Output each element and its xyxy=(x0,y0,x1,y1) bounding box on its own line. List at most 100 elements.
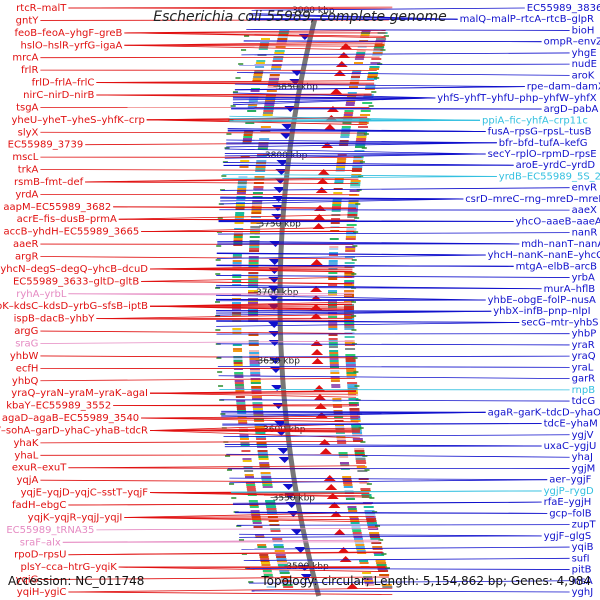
gene-label: sufI xyxy=(572,553,590,564)
gene-label: secG–mtr–yhbS xyxy=(521,317,598,328)
gene-label: aaeX xyxy=(572,205,597,216)
leader-lines xyxy=(124,30,386,39)
gene-label: trkA xyxy=(18,165,39,176)
gene-label: mscL xyxy=(12,152,38,163)
leader-lines xyxy=(248,13,458,21)
gene-label: yraR xyxy=(572,340,595,351)
leader-lines xyxy=(231,490,542,493)
gene-label: aroK xyxy=(572,70,595,81)
leader-lines xyxy=(68,6,393,10)
gene-label: bfr–bfd–tufA–kefG xyxy=(499,138,588,149)
gene-label: ygjP–rygD xyxy=(544,486,594,497)
gene-label: yhbW xyxy=(10,351,39,362)
gene-label: argG xyxy=(14,326,38,337)
leader-lines xyxy=(216,275,570,278)
leader-lines xyxy=(229,477,548,484)
leader-lines xyxy=(68,587,393,595)
leader-lines xyxy=(40,377,356,382)
leader-lines xyxy=(251,590,570,593)
leader-lines xyxy=(96,527,377,531)
gene-label: tdcE–yhaM xyxy=(544,419,598,430)
gene-label: slyX xyxy=(18,127,39,138)
leader-lines xyxy=(40,576,389,580)
gene-label: EC55989_3836 xyxy=(527,3,600,14)
gene-label: plsY–cca–htrG–yqiK xyxy=(21,562,118,573)
gene-label: yhaJ xyxy=(572,452,593,463)
gene-label: hslO–hslR–yrfG–igaA xyxy=(21,40,123,51)
leader-lines xyxy=(226,139,497,148)
leader-lines xyxy=(222,423,542,426)
leader-lines xyxy=(229,115,481,123)
gene-label: murA–hflB xyxy=(544,284,596,295)
leader-lines xyxy=(246,29,570,31)
gene-label: ryhA–yrbL xyxy=(16,289,67,300)
gene-label: rfaE–ygjH xyxy=(544,497,592,508)
gene-label: rnpB xyxy=(572,385,596,396)
kbp-tick-label: 3850 kbp xyxy=(275,83,318,93)
gene-label: EC55989_3633–gltD–gltB xyxy=(13,276,139,287)
gene-label: kbaY–EC55989_3552 xyxy=(6,401,111,412)
leader-lines xyxy=(216,309,492,316)
leader-lines xyxy=(215,294,486,302)
leader-lines xyxy=(221,410,486,418)
leader-lines xyxy=(68,293,353,297)
gene-label: yghJ xyxy=(572,587,594,598)
leader-lines xyxy=(243,557,570,561)
gene-label: yraQ xyxy=(572,351,596,362)
leader-lines xyxy=(234,83,525,91)
leader-lines xyxy=(40,440,362,444)
leader-lines xyxy=(246,567,570,570)
gene-label: aaeR xyxy=(13,239,38,250)
gene-label: yhcN–degS–degQ–yhcB–dcuD xyxy=(0,264,148,275)
leader-lines xyxy=(216,252,486,259)
gene-label: yrbA xyxy=(572,273,595,284)
leader-lines xyxy=(251,7,525,11)
leader-lines xyxy=(216,284,542,290)
gene-label: yraQ–yraN–yraM–yraK–agaI xyxy=(11,388,148,399)
leader-lines xyxy=(96,80,375,86)
leader-lines xyxy=(234,511,548,514)
leader-lines xyxy=(141,415,359,423)
leader-lines xyxy=(231,107,542,110)
gene-label: yraL xyxy=(572,362,594,373)
gene-label: yhbQ xyxy=(12,376,39,387)
gene-label: yqjA xyxy=(17,475,39,486)
gene-label: yrdA xyxy=(15,189,38,200)
kbp-tick-label: 3750 kbp xyxy=(258,220,301,230)
gene-label: yhgE xyxy=(572,48,597,59)
gene-label: tdcG xyxy=(572,396,596,407)
leader-lines xyxy=(40,355,354,359)
leader-lines xyxy=(248,580,570,584)
gene-label: yhaK xyxy=(13,438,38,449)
gene-label: accB–yhdH–EC55989_3665 xyxy=(4,227,140,238)
gene-label: ygjV xyxy=(572,430,594,441)
leader-lines xyxy=(217,355,570,358)
gene-label: gntY xyxy=(16,15,40,26)
leader-lines xyxy=(113,404,358,407)
kbp-tick-label: 3900 kbp xyxy=(292,6,335,16)
gene-label: malQ–malP–rtcA–rtcB–glpR xyxy=(460,14,594,25)
right-strand-labels: EC55989_3836malQ–malP–rtcA–rtcB–glpRbioH… xyxy=(215,3,600,598)
gene-label: argR xyxy=(15,252,38,263)
gene-label: mrcA xyxy=(12,53,38,64)
gene-label: garR xyxy=(572,374,596,385)
gene-label: frlD–frlA–frlC xyxy=(32,78,95,89)
gene-label: frlR xyxy=(21,65,38,76)
kbp-tick: 3850 kbp xyxy=(273,83,318,93)
kbp-tick: 3650 kbp xyxy=(255,357,300,367)
gene-label: sraG xyxy=(15,338,38,349)
gene-label: ppiA–fic–yhfA–crp11c xyxy=(482,115,588,126)
gene-label: aer–ygjF xyxy=(549,475,591,486)
gene-label: aroE–yrdC–yrdD xyxy=(516,160,596,171)
leader-lines xyxy=(217,232,570,235)
gene-label: yqjK–yqjR–yqjJ–yqjI xyxy=(28,512,123,523)
gene-label: yqiB xyxy=(572,542,594,553)
gene-label: yhbE–obgE–folP–nusA xyxy=(488,295,596,306)
gene-label: pitB xyxy=(572,565,592,576)
gene-label: yhaL xyxy=(14,450,38,461)
genome-title: Escherichia coli 55989, complete genome xyxy=(153,9,447,25)
gene-label: nirC–nirD–nirB xyxy=(23,90,94,101)
kbp-tick: 3800 kbp xyxy=(262,151,308,161)
gene-label: zupT xyxy=(572,520,597,531)
